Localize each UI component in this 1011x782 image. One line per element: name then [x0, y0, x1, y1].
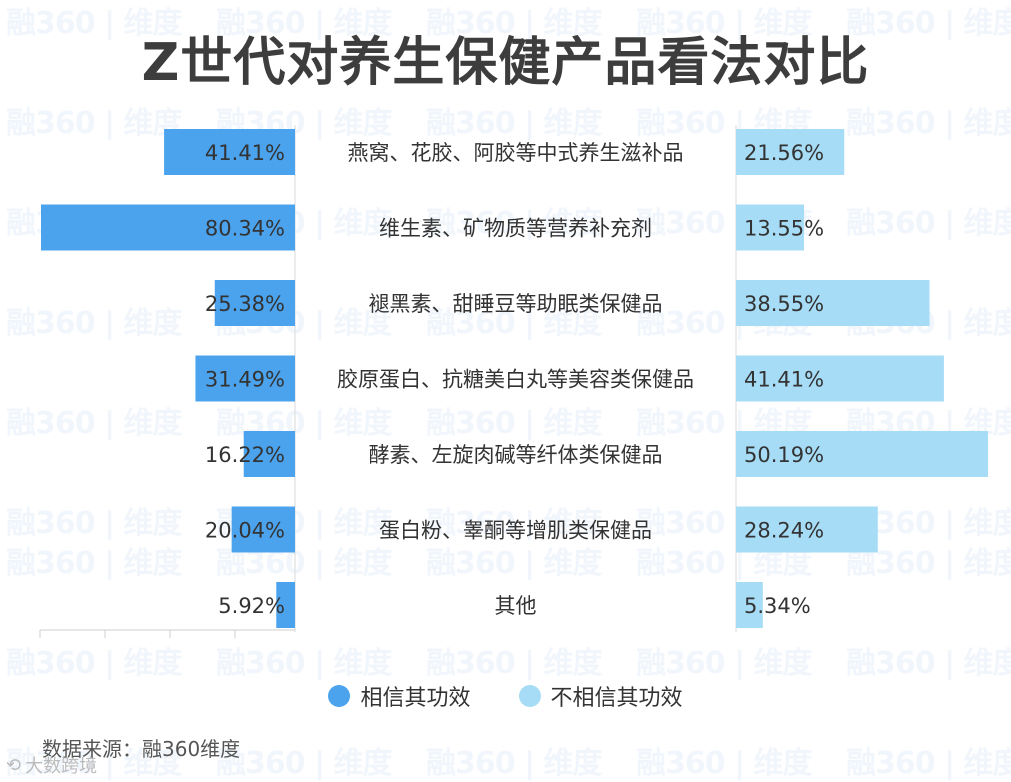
source-note: 数据来源：融360维度: [42, 737, 241, 761]
bar-not-believe: [736, 280, 930, 326]
legend-swatch-believe: [328, 685, 351, 707]
bar-not-believe: [736, 355, 944, 402]
value-label-not-believe: 38.55%: [744, 292, 824, 316]
value-label-believe: 31.49%: [205, 368, 285, 392]
brand-logo-icon: ⟲: [6, 754, 22, 776]
category-label: 酵素、左旋肉碱等纤体类保健品: [369, 443, 663, 467]
value-label-believe: 25.38%: [205, 292, 285, 316]
bar-not-believe: [736, 129, 845, 175]
category-label: 其他: [495, 594, 537, 618]
category-label: 维生素、矿物质等营养补充剂: [379, 217, 652, 241]
brand-mark: ⟲ 大数跨境: [6, 752, 97, 778]
bar-not-believe: [736, 431, 988, 477]
bar-believe: [231, 506, 295, 553]
legend-item-believe[interactable]: 相信其功效: [328, 680, 471, 712]
value-label-believe: 20.04%: [205, 519, 285, 543]
category-label: 褪黑素、甜睡豆等助眠类保健品: [369, 292, 663, 316]
bar-not-believe: [736, 506, 878, 553]
legend-swatch-not-believe: [518, 685, 541, 707]
category-label: 蛋白粉、睾酮等增肌类保健品: [379, 519, 652, 543]
value-label-believe: 5.92%: [218, 594, 285, 618]
value-label-not-believe: 50.19%: [744, 443, 824, 467]
bar-not-believe: [736, 582, 763, 628]
category-label: 燕窝、花胶、阿胶等中式养生滋补品: [348, 141, 684, 165]
value-label-believe: 41.41%: [205, 141, 285, 165]
bar-not-believe: [736, 204, 805, 251]
value-label-believe: 16.22%: [205, 443, 285, 467]
bar-believe: [243, 431, 295, 477]
value-label-not-believe: 21.56%: [744, 141, 824, 165]
bar-believe: [195, 355, 295, 402]
value-label-not-believe: 41.41%: [744, 368, 824, 392]
brand-name: 大数跨境: [25, 756, 98, 777]
value-label-believe: 80.34%: [205, 217, 285, 241]
legend-label-not-believe: 不相信其功效: [550, 686, 683, 711]
value-label-not-believe: 5.34%: [744, 594, 811, 618]
legend: 相信其功效 不相信其功效: [0, 680, 1011, 712]
bar-believe: [214, 280, 295, 326]
chart-title: Z世代对养生保健产品看法对比: [141, 33, 870, 93]
bar-believe: [41, 204, 295, 251]
bar-believe: [164, 129, 295, 175]
value-label-not-believe: 28.24%: [744, 519, 824, 543]
legend-label-believe: 相信其功效: [360, 686, 471, 711]
category-label: 胶原蛋白、抗糖美白丸等美容类保健品: [337, 368, 694, 392]
bar-believe: [276, 582, 295, 628]
legend-item-not-believe[interactable]: 不相信其功效: [518, 680, 683, 712]
value-label-not-believe: 13.55%: [744, 217, 824, 241]
